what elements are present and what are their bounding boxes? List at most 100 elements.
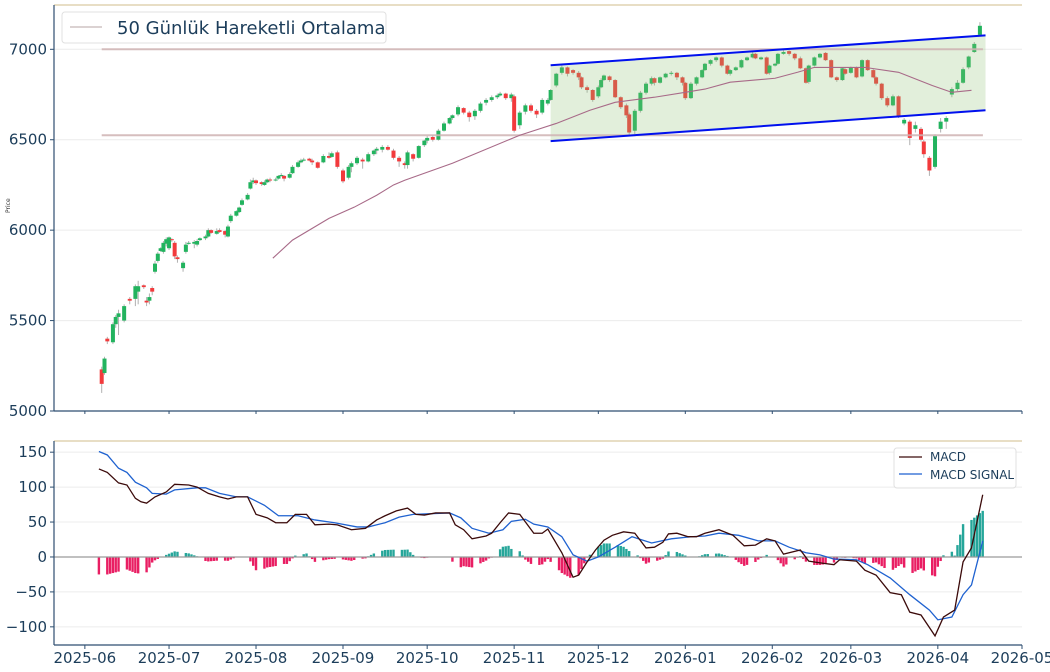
histogram-bar-positive [605,543,608,557]
candle-down [798,58,803,69]
candle-up [248,182,253,189]
candle-up [371,150,376,155]
xtick-label: 2025-07 [138,649,201,667]
candle-up [239,200,244,205]
candle-up [977,25,982,35]
histogram-bar-negative [872,556,875,563]
histogram-bar-positive [305,553,308,557]
candle-down [576,72,581,78]
candle-down [175,257,180,260]
candle-up [478,103,483,111]
histogram-bar-positive [389,549,392,557]
histogram-bar-negative [148,556,151,568]
candle-down [254,180,259,184]
candle-up [596,87,601,97]
histogram-bar-negative [832,556,836,563]
candle-up [234,211,239,216]
histogram-bar-negative [835,556,839,561]
histogram-bar-negative [569,556,572,578]
histogram-bar-positive [498,549,502,557]
histogram-bar-negative [136,556,140,574]
histogram-bar-negative [541,556,544,565]
macd-line [98,468,984,638]
histogram-bar-negative [487,556,491,559]
candle-up [355,157,360,164]
candle-up [913,125,918,129]
histogram-bar-negative [863,556,867,564]
candle-up [669,72,674,74]
candle-up [559,67,564,73]
histogram-bar-negative [563,556,566,575]
candle-up [759,57,764,60]
candle-up [773,63,778,66]
histogram-bar-positive [588,554,592,557]
price-axis-label: Price [5,198,12,213]
macd-ytick-label: 0 [37,548,47,566]
candle-up [714,57,719,61]
histogram-bar-positive [717,553,721,557]
candle-up [122,306,127,321]
candle-down [874,77,879,84]
histogram-bar-negative [341,556,345,560]
histogram-bar-negative [936,556,940,567]
histogram-bar-positive [700,555,704,557]
histogram-bar-negative [117,556,120,572]
candle-up [116,313,121,317]
histogram-bar-positive [619,545,622,557]
histogram-bar-negative [153,556,157,561]
histogram-bar-negative [285,556,289,564]
histogram-bar-positive [706,554,709,557]
candle-up [447,118,452,124]
candle-up [228,215,233,222]
candle-down [172,242,177,257]
candle-up [955,82,960,90]
histogram-bar-positive [400,549,404,557]
histogram-bar-negative [524,556,527,560]
candle-up [245,194,250,200]
histogram-bar-negative [743,556,746,566]
candle-up [812,57,817,66]
histogram-bar-positive [970,519,973,557]
candle-up [197,238,202,241]
histogram-bar-negative [874,556,878,563]
candle-up [860,60,865,77]
histogram-bar-negative [451,556,454,562]
histogram-bar-positive [381,550,384,557]
candle-up [298,160,303,163]
histogram-bar-positive [383,549,387,557]
histogram-bar-negative [484,556,488,561]
candle-down [144,300,149,303]
candle-down [607,76,612,81]
histogram-bar-negative [914,556,917,572]
histogram-bar-negative [347,556,350,561]
histogram-bar-negative [815,556,819,565]
macd-signal-line [98,450,984,621]
candle-down [683,82,688,99]
histogram-bar-negative [226,556,230,561]
candle-down [753,53,758,59]
candle-down [411,154,416,159]
xtick-label: 2025-11 [483,649,546,667]
candle-up [161,242,166,252]
histogram-bar-negative [263,556,266,569]
candle-up [644,83,649,93]
histogram-bar-negative [215,556,218,561]
histogram-bar-negative [661,556,665,559]
price-ytick-label: 5500 [9,312,47,330]
histogram-bar-negative [111,556,115,574]
candle-up [649,78,654,84]
candle-up [425,137,430,141]
xtick-label: 2025-08 [225,649,288,667]
candle-up [545,99,550,104]
histogram-bar-negative [900,556,903,565]
candle-up [349,163,354,167]
candle-down [674,72,679,78]
histogram-bar-negative [560,556,564,574]
macd-legend: MACD MACD SIGNAL [893,447,1017,489]
candle-up [540,99,545,113]
histogram-bar-positive [173,551,176,557]
histogram-bar-negative [933,556,937,577]
histogram-bar-negative [204,556,207,561]
histogram-bar-negative [324,556,328,560]
candle-up [237,207,242,213]
